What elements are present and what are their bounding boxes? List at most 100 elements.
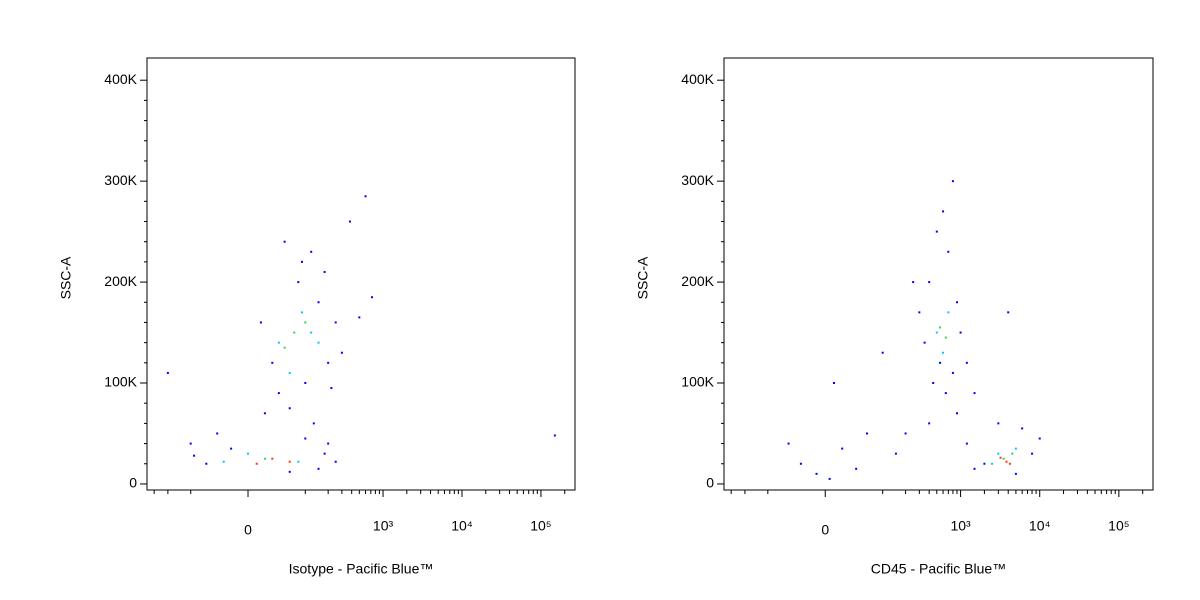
dot [997,452,1000,455]
y-tick-label: 200K [104,273,137,289]
x-axis-label: Isotype - Pacific Blue™ [289,561,434,577]
dot [222,460,225,463]
dot [855,467,858,470]
dot [951,180,954,183]
dot [271,361,274,364]
y-tick-label: 400K [104,71,137,87]
dot [991,462,994,465]
x-tick-label: 10⁴ [1029,518,1051,534]
dot [340,351,343,354]
dot [297,281,300,284]
dot [866,432,869,435]
dot [1014,472,1017,475]
dot [965,442,968,445]
dot [263,457,266,460]
dot [288,371,291,374]
dot [942,210,945,213]
dot [904,432,907,435]
dot [935,230,938,233]
dot [553,434,556,437]
dot [205,462,208,465]
dot [288,470,291,473]
dot [1008,462,1011,465]
dot [935,331,938,334]
x-tick-label: 10⁵ [1108,518,1129,534]
x-tick-label: 10³ [950,518,971,534]
dot [1007,311,1010,314]
dot [1011,452,1014,455]
dot [334,460,337,463]
dot [828,477,831,480]
plot: 0 100K 200K 300K 400K 0 10³ 10⁴ 10⁵ CD45 - Pacifi… [635,57,1154,577]
dot [947,311,950,314]
dot [247,452,250,455]
dot [841,447,844,450]
y-tick-label: 0 [129,475,137,491]
y-tick-label: 400K [681,71,714,87]
dot [330,387,333,390]
dot [288,460,291,463]
y-tick-label: 100K [104,374,137,390]
dot [327,361,330,364]
dot [944,336,947,339]
dot [955,412,958,415]
dot [317,341,320,344]
dot [1038,437,1041,440]
dot [939,361,942,364]
dot [928,422,931,425]
dot [283,346,286,349]
dot [348,220,351,223]
plot-frame [723,57,1154,491]
plot: 0 100K 200K 300K 400K 0 10³ 10⁴ 10⁵ Isotype - Pac… [58,57,576,577]
dot [787,442,790,445]
x-tick-label: 10⁴ [451,518,473,534]
y-axis-label: SSC-A [635,256,651,299]
dot [832,382,835,385]
dot [912,281,915,284]
dot [297,460,300,463]
dot [955,301,958,304]
dot [327,442,330,445]
dot [312,422,315,425]
dot [1005,460,1008,463]
dot [932,382,935,385]
dot [216,432,219,435]
dot [189,442,192,445]
dot [277,341,280,344]
dot [263,412,266,415]
dot [923,341,926,344]
x-tick-label: 0 [821,522,829,538]
dot [300,260,303,263]
dot [371,296,374,299]
x-tick-label: 10⁵ [530,518,551,534]
dot [1031,452,1034,455]
dot [317,301,320,304]
dot [277,392,280,395]
y-tick-label: 200K [681,273,714,289]
dot [894,452,897,455]
dot [959,331,962,334]
dot [928,281,931,284]
dot [317,467,320,470]
dot [304,321,307,324]
dot [323,452,326,455]
dot [881,351,884,354]
x-tick-label: 10³ [373,518,394,534]
dot [310,250,313,253]
dot [1014,447,1017,450]
dot [304,437,307,440]
dot [947,250,950,253]
dot [300,311,303,314]
plot-frame [146,57,576,491]
dot [939,326,942,329]
dot [310,331,313,334]
dot [1021,427,1024,430]
dot [271,457,274,460]
dot [166,371,169,374]
dot [288,407,291,410]
dot [230,447,233,450]
dot [283,240,286,243]
dot [918,311,921,314]
dot [815,472,818,475]
x-tick-label: 0 [244,522,252,538]
